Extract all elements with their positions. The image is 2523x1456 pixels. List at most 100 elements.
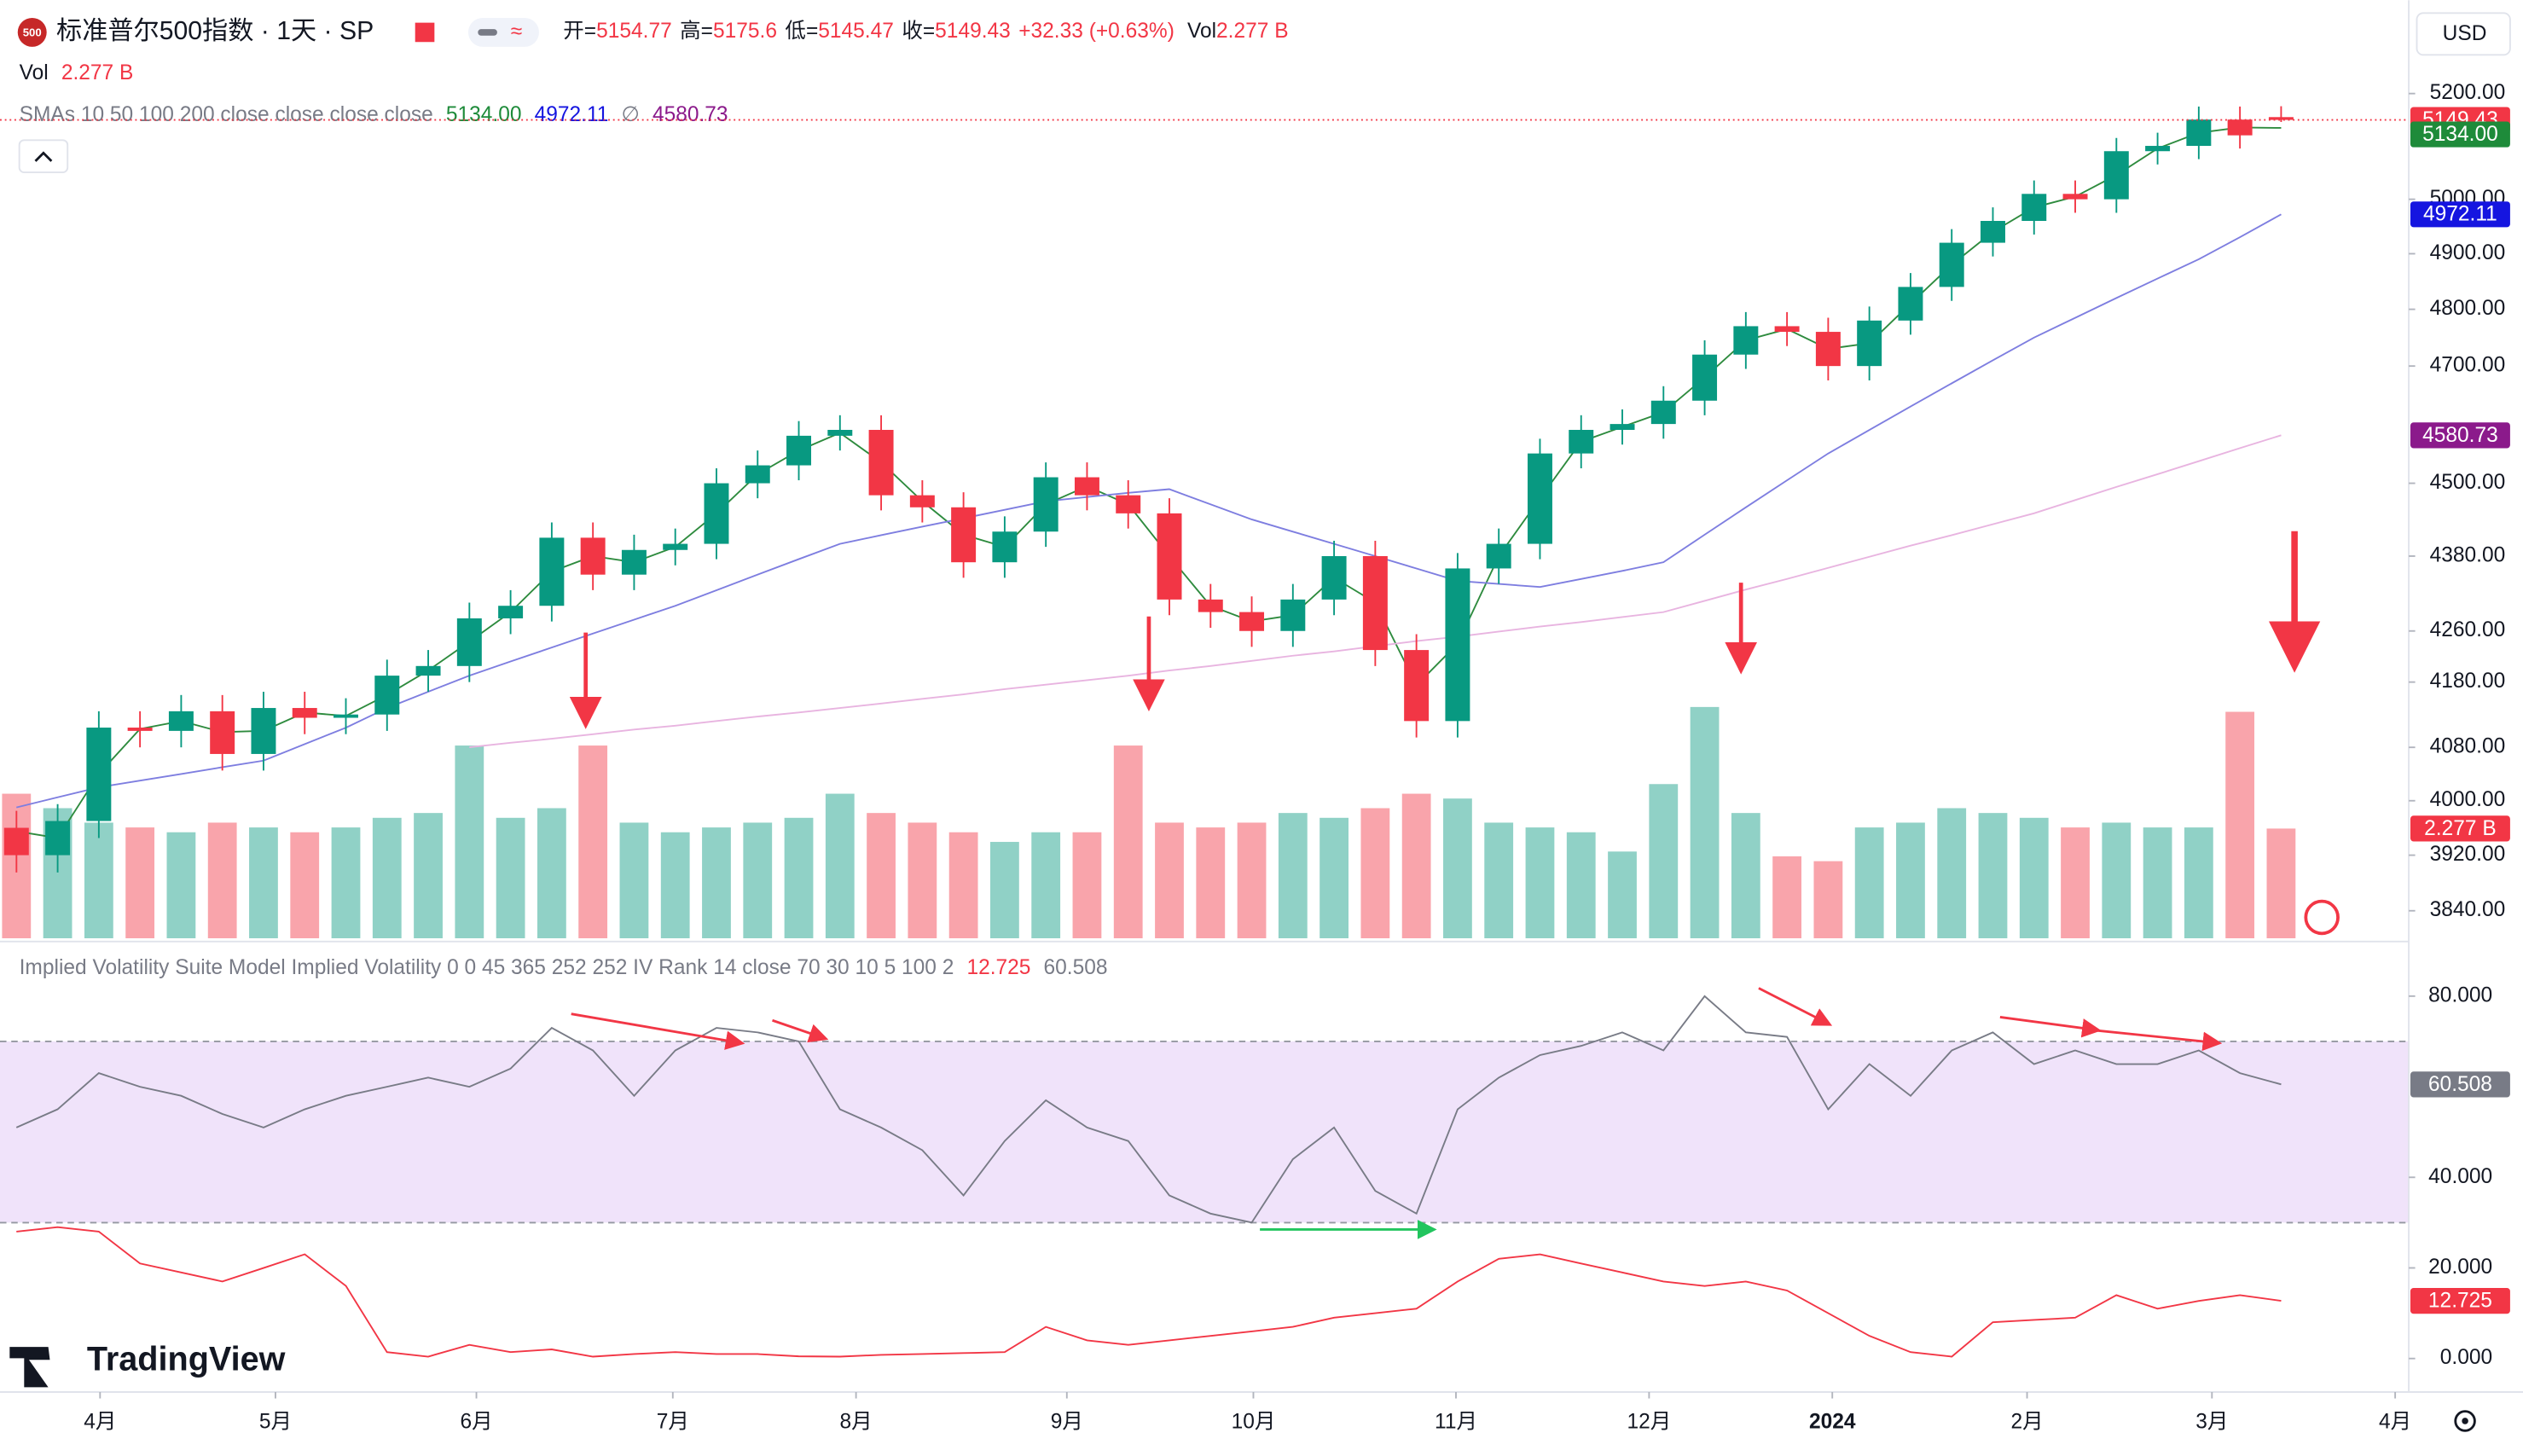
y-tick-label: 3840.00 (2430, 898, 2506, 921)
vol-label: Vol (1187, 20, 1216, 43)
volume-bar (84, 822, 113, 939)
volume-bar (1978, 813, 2008, 939)
axis-label-box (2410, 201, 2510, 228)
volume-bar (1813, 861, 1843, 939)
candle-body (1404, 650, 1430, 722)
volume-bar (2102, 822, 2132, 939)
y-tick-label: 4700.00 (2430, 354, 2506, 377)
annotations (569, 531, 2321, 1239)
candle-body (827, 429, 853, 436)
candle-body (909, 495, 935, 508)
iv-rank-line (16, 1226, 2282, 1358)
symbol-icon (17, 17, 47, 47)
iv-y-tick-label: 80.000 (2428, 983, 2492, 1006)
volume-bar (1278, 813, 1308, 939)
settings-icon-center (2462, 1418, 2468, 1424)
volume-bar (2019, 817, 2049, 939)
toggle[interactable] (467, 17, 539, 47)
iv-y-tick-label: 0.000 (2440, 1346, 2492, 1369)
y-tick-label: 4080.00 (2430, 735, 2506, 758)
collapse-button[interactable] (18, 139, 69, 173)
candle-body (1815, 332, 1841, 367)
volume-bar (660, 832, 690, 939)
candle-body (1445, 568, 1470, 722)
axis-label: 5134.00 (2422, 123, 2498, 146)
volume-bar (2266, 828, 2296, 939)
candle-body (539, 537, 565, 606)
arrow (1999, 1016, 2102, 1038)
logo-icon (9, 1347, 50, 1388)
volume-bar (1608, 851, 1637, 939)
volume-bar (496, 817, 525, 939)
close-label: 收= (902, 19, 935, 43)
y-tick-label: 4260.00 (2430, 618, 2506, 641)
candle-body (1939, 242, 1964, 287)
axis-label-box (2410, 815, 2510, 842)
volume-bar (1360, 808, 1390, 939)
change-value: +32.33 (+0.63%) (1018, 20, 1174, 43)
candle-body (1898, 287, 1923, 321)
volume-bar (908, 822, 937, 939)
toggle-dash (478, 29, 497, 36)
sma-legend-value: ∅ (622, 104, 640, 127)
volume-bar (1772, 856, 1802, 939)
volume-bar (702, 827, 731, 939)
y-tick-label: 4500.00 (2430, 471, 2506, 494)
sma-line (16, 213, 2282, 809)
candle-body (334, 714, 358, 718)
volume-bar (825, 793, 855, 939)
flag-icon[interactable] (415, 22, 435, 43)
candle-body (2062, 194, 2088, 200)
flag-badge[interactable] (2304, 899, 2340, 936)
candle-body (1650, 400, 1676, 425)
x-tick-label: 6月 (460, 1410, 492, 1433)
candle-body (86, 728, 112, 821)
volume-bar (290, 832, 320, 939)
volume-bar (990, 842, 1019, 939)
candle-body (2186, 119, 2212, 147)
candle-body (3, 827, 29, 856)
volume-bar (1690, 706, 1720, 939)
volume-bar (1484, 822, 1514, 939)
candle-body (1527, 453, 1552, 544)
x-tick-label: 4月 (84, 1410, 116, 1433)
candle-body (292, 708, 317, 718)
volume-bar (1649, 784, 1679, 939)
x-tick-label: 12月 (1627, 1410, 1671, 1433)
candle-body (1116, 495, 1141, 513)
settings-icon[interactable] (2454, 1410, 2476, 1432)
high-value: 5175.6 (713, 20, 777, 43)
candle-body (992, 531, 1018, 563)
volume-bar (2143, 827, 2172, 939)
candle-body (498, 606, 524, 618)
candle-body (1733, 326, 1759, 355)
volume-bar (2184, 827, 2213, 939)
candle-body (374, 676, 400, 715)
candle-body (2145, 146, 2171, 152)
axis-label-box (2410, 422, 2510, 449)
currency-button[interactable] (2416, 12, 2511, 56)
candle-body (1157, 513, 1182, 600)
candle-body (2021, 194, 2047, 221)
x-tick-label: 5月 (259, 1410, 292, 1433)
candle-body (1569, 429, 1594, 454)
candle-body (1610, 424, 1635, 430)
candle-body (1362, 555, 1388, 651)
candle-body (663, 543, 688, 550)
candle-body (1280, 599, 1306, 631)
symbol-icon-text: 500 (23, 26, 42, 38)
axis-label-box (2410, 121, 2510, 148)
volume-bar (867, 813, 896, 939)
y-tick-label: 4800.00 (2430, 297, 2506, 320)
volume-bar (1401, 793, 1431, 939)
candle-body (786, 435, 812, 466)
volume-bar (1937, 808, 1967, 939)
candle-body (1486, 543, 1511, 569)
candle-body (1074, 477, 1099, 496)
axis-label-box (2410, 1288, 2510, 1314)
candle-body (456, 618, 482, 666)
volume-bar (372, 817, 402, 939)
sma-legend: SMAs 10 50 100 200 close close close clo… (20, 104, 728, 127)
arrow (2091, 1029, 2223, 1052)
candle-body (127, 728, 153, 731)
